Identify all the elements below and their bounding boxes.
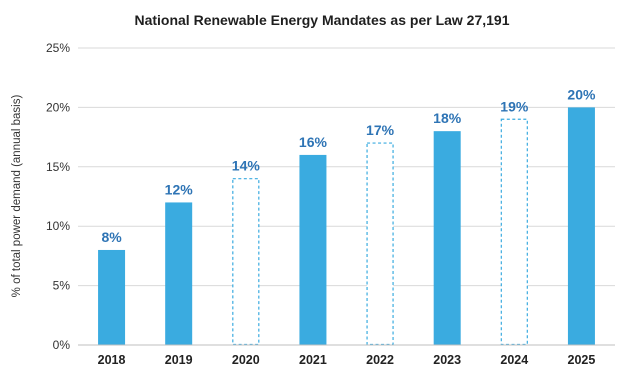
x-tick-label-2020: 2020 — [232, 353, 260, 367]
y-tick-label: 10% — [46, 219, 70, 233]
x-tick-label-2024: 2024 — [500, 353, 528, 367]
gridlines — [78, 47, 615, 287]
y-tick-label: 20% — [46, 100, 70, 114]
y-axis-label: % of total power demand (annual basis) — [11, 95, 23, 298]
chart-title: National Renewable Energy Mandates as pe… — [134, 12, 509, 28]
data-label-2024: 19% — [500, 98, 529, 114]
x-axis-ticks: 2018 2019 2020 2021 2022 2023 2024 2025 — [98, 353, 596, 367]
data-label-2018: 8% — [101, 229, 122, 245]
bar-2025 — [567, 107, 595, 346]
y-tick-label: 5% — [53, 279, 71, 293]
x-tick-label-2019: 2019 — [165, 353, 193, 367]
x-tick-label-2018: 2018 — [98, 353, 126, 367]
bar-2018 — [98, 249, 126, 345]
data-label-2025: 20% — [567, 86, 596, 102]
bar-2019 — [165, 202, 193, 345]
data-label-2019: 12% — [165, 181, 194, 197]
data-labels: 8% 12% 14% 16% 17% 18% 19% 20% — [101, 86, 596, 245]
bar-2023 — [433, 131, 461, 345]
bar-2020 — [232, 178, 260, 346]
bar-2021 — [299, 154, 327, 345]
x-tick-label-2025: 2025 — [568, 353, 596, 367]
y-tick-label: 25% — [46, 41, 70, 55]
data-label-2020: 14% — [232, 158, 261, 174]
x-tick-label-2022: 2022 — [366, 353, 394, 367]
y-axis-ticks: 0% 5% 10% 15% 20% 25% — [46, 41, 70, 352]
bar-2024 — [500, 118, 528, 346]
data-label-2022: 17% — [366, 122, 395, 138]
data-label-2021: 16% — [299, 134, 328, 150]
y-tick-label: 0% — [53, 338, 71, 352]
x-tick-label-2023: 2023 — [433, 353, 461, 367]
bars — [98, 107, 595, 346]
y-tick-label: 15% — [46, 160, 70, 174]
data-label-2023: 18% — [433, 110, 462, 126]
bar-2022 — [366, 142, 394, 346]
x-tick-label-2021: 2021 — [299, 353, 327, 367]
